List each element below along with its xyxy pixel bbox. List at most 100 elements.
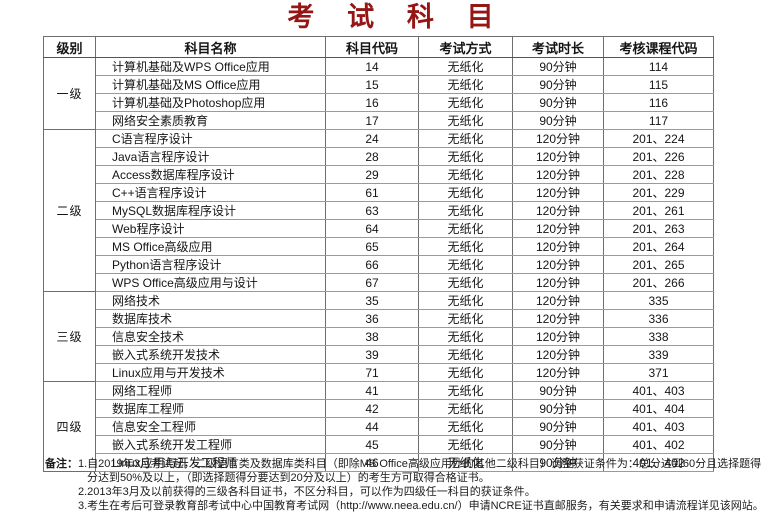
- subject-name-cell: 嵌入式系统开发技术: [95, 345, 326, 364]
- subject-code-cell: 24: [325, 129, 419, 148]
- note-item-1: 1.自2019年3月考试起，二级语言类及数据库类科目（即除MS Office高级…: [78, 458, 762, 484]
- table-header: 级别 科目名称 科目代码 考试方式 考试时长 考核课程代码: [43, 36, 714, 58]
- page-title: 考 试 科 目: [287, 2, 507, 32]
- level-cell: 三级: [43, 291, 96, 382]
- course-codes-cell: 401、403: [603, 381, 714, 400]
- subject-name-cell: 网络工程师: [95, 381, 326, 400]
- course-codes-cell: 115: [603, 75, 714, 94]
- exam-method-cell: 无纸化: [418, 363, 513, 382]
- exam-duration-cell: 120分钟: [512, 237, 604, 256]
- column-header-3: 考试方式: [418, 36, 513, 58]
- exam-duration-cell: 90分钟: [512, 75, 604, 94]
- exam-method-cell: 无纸化: [418, 327, 513, 346]
- course-codes-cell: 201、261: [603, 201, 714, 220]
- subject-name-cell: 数据库技术: [95, 309, 326, 328]
- subject-name-cell: MySQL数据库程序设计: [95, 201, 326, 220]
- column-header-5: 考核课程代码: [603, 36, 714, 58]
- course-codes-cell: 201、265: [603, 255, 714, 274]
- exam-duration-cell: 120分钟: [512, 255, 604, 274]
- exam-duration-cell: 90分钟: [512, 399, 604, 418]
- course-codes-cell: 114: [603, 57, 714, 76]
- column-header-2: 科目代码: [325, 36, 419, 58]
- course-codes-cell: 401、404: [603, 399, 714, 418]
- course-codes-cell: 201、263: [603, 219, 714, 238]
- subject-name-cell: 计算机基础及MS Office应用: [95, 75, 326, 94]
- exam-method-cell: 无纸化: [418, 75, 513, 94]
- table-row: 网络安全素质教育 17 无纸化 90分钟 117: [44, 111, 714, 130]
- course-codes-cell: 201、229: [603, 183, 714, 202]
- exam-duration-cell: 120分钟: [512, 219, 604, 238]
- exam-duration-cell: 120分钟: [512, 363, 604, 382]
- exam-duration-cell: 90分钟: [512, 111, 604, 130]
- subject-code-cell: 35: [325, 291, 419, 310]
- notes-items: 1.自2019年3月考试起，二级语言类及数据库类科目（即除MS Office高级…: [78, 457, 771, 513]
- column-header-0: 级别: [43, 36, 96, 58]
- table-row: MS Office高级应用 65 无纸化 120分钟 201、264: [44, 237, 714, 256]
- course-codes-cell: 117: [603, 111, 714, 130]
- subject-code-cell: 38: [325, 327, 419, 346]
- note-item-3: 3.考生在考后可登录教育部考试中心中国教育考试网（http://www.neea…: [78, 500, 764, 512]
- table-row: Java语言程序设计 28 无纸化 120分钟 201、226: [44, 147, 714, 166]
- table-row: Linux应用与开发工程师 46 无纸化 90分钟 401、402: [44, 453, 714, 472]
- column-header-4: 考试时长: [512, 36, 604, 58]
- subject-code-cell: 44: [325, 417, 419, 436]
- exam-method-cell: 无纸化: [418, 165, 513, 184]
- subject-code-cell: 61: [325, 183, 419, 202]
- subject-code-cell: 41: [325, 381, 419, 400]
- exam-duration-cell: 120分钟: [512, 291, 604, 310]
- course-codes-cell: 401、403: [603, 417, 714, 436]
- course-codes-cell: 339: [603, 345, 714, 364]
- exam-method-cell: 无纸化: [418, 93, 513, 112]
- table-row: 四级 网络工程师 41 无纸化 90分钟 401、403: [43, 381, 714, 472]
- subject-code-cell: 63: [325, 201, 419, 220]
- exam-method-cell: 无纸化: [418, 219, 513, 238]
- course-codes-cell: 201、226: [603, 147, 714, 166]
- subject-code-cell: 16: [325, 93, 419, 112]
- course-codes-cell: 116: [603, 93, 714, 112]
- exam-method-cell: 无纸化: [418, 111, 513, 130]
- exam-method-cell: 无纸化: [418, 453, 513, 472]
- exam-method-cell: 无纸化: [418, 201, 513, 220]
- exam-duration-cell: 120分钟: [512, 273, 604, 292]
- subject-name-cell: Linux应用与开发技术: [95, 363, 326, 382]
- table-row: 数据库技术 36 无纸化 120分钟 336: [44, 309, 714, 328]
- subject-code-cell: 65: [325, 237, 419, 256]
- subject-name-cell: 嵌入式系统开发工程师: [95, 435, 326, 454]
- course-codes-cell: 401、402: [603, 435, 714, 454]
- course-codes-cell: 201、264: [603, 237, 714, 256]
- table-row: 一级 计算机基础及WPS Office应用 14 无纸化 90分钟 114: [43, 57, 714, 130]
- exam-duration-cell: 120分钟: [512, 147, 604, 166]
- table-row: 二级 C语言程序设计 24 无纸化 120分钟 201、224: [43, 129, 714, 292]
- note-item-2: 2.2013年3月及以前获得的三级各科目证书，不区分科目，可以作为四级任一科目的…: [78, 486, 536, 498]
- exam-duration-cell: 120分钟: [512, 201, 604, 220]
- exam-duration-cell: 90分钟: [512, 93, 604, 112]
- subject-name-cell: 网络安全素质教育: [95, 111, 326, 130]
- exam-duration-cell: 120分钟: [512, 129, 604, 148]
- exam-method-cell: 无纸化: [418, 435, 513, 454]
- subject-name-cell: C++语言程序设计: [95, 183, 326, 202]
- exam-duration-cell: 90分钟: [512, 435, 604, 454]
- subject-name-cell: Web程序设计: [95, 219, 326, 238]
- subject-code-cell: 42: [325, 399, 419, 418]
- column-header-1: 科目名称: [95, 36, 326, 58]
- subject-name-cell: C语言程序设计: [95, 129, 326, 148]
- subject-code-cell: 45: [325, 435, 419, 454]
- table-row: 嵌入式系统开发工程师 45 无纸化 90分钟 401、402: [44, 435, 714, 454]
- subject-code-cell: 17: [325, 111, 419, 130]
- course-codes-cell: 338: [603, 327, 714, 346]
- notes-label: 备注：: [45, 458, 78, 470]
- exam-method-cell: 无纸化: [418, 147, 513, 166]
- table-row: 信息安全工程师 44 无纸化 90分钟 401、403: [44, 417, 714, 436]
- exam-method-cell: 无纸化: [418, 381, 513, 400]
- subject-code-cell: 15: [325, 75, 419, 94]
- level-cell: 二级: [43, 129, 96, 292]
- exam-duration-cell: 90分钟: [512, 381, 604, 400]
- subject-name-cell: Python语言程序设计: [95, 255, 326, 274]
- exam-duration-cell: 90分钟: [512, 57, 604, 76]
- exam-method-cell: 无纸化: [418, 129, 513, 148]
- exam-method-cell: 无纸化: [418, 183, 513, 202]
- exam-method-cell: 无纸化: [418, 237, 513, 256]
- level-cell: 一级: [43, 57, 96, 130]
- exam-method-cell: 无纸化: [418, 255, 513, 274]
